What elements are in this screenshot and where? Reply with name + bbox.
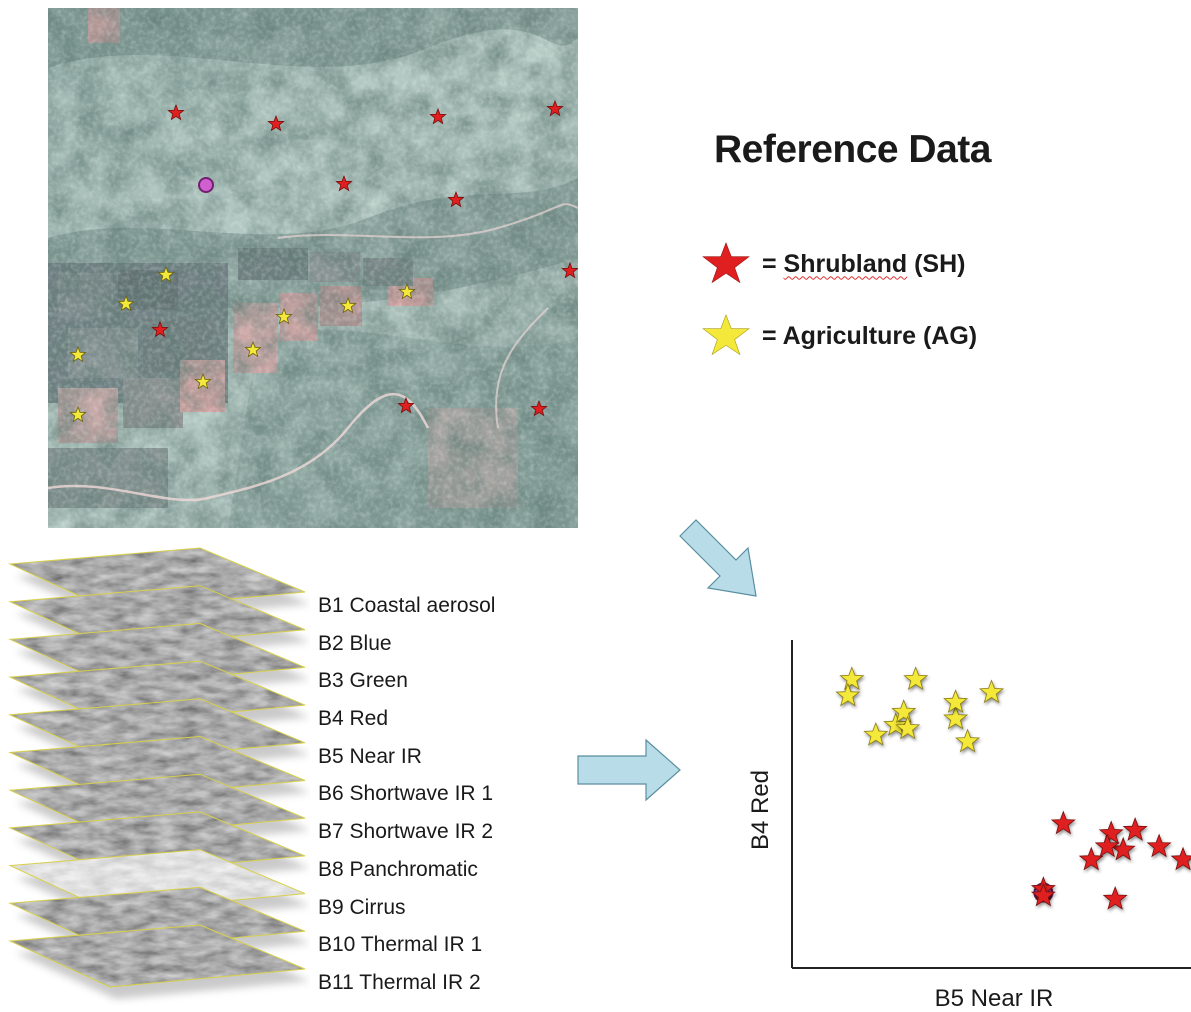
band-label: B7 Shortwave IR 2 xyxy=(318,820,494,844)
map-agriculture-point xyxy=(117,294,135,312)
scatter-point-agriculture xyxy=(895,715,921,740)
map-shrubland-point xyxy=(267,114,285,132)
scatter-point-agriculture xyxy=(903,666,929,691)
legend-label-agriculture: Agriculture xyxy=(782,321,916,350)
x-axis-label: B5 Near IR xyxy=(935,985,1054,1012)
legend-item-agriculture: = Agriculture (AG) xyxy=(694,312,977,360)
scatter-point-agriculture xyxy=(891,699,917,723)
scatter-point-shrubland xyxy=(1050,810,1076,835)
band-label: B10 Thermal IR 1 xyxy=(318,933,483,957)
scatter-point-shrubland xyxy=(1078,846,1104,871)
map-shrubland-point xyxy=(397,396,415,414)
scatter-point-agriculture xyxy=(954,728,981,753)
band-label: B8 Panchromatic xyxy=(318,857,478,881)
legend-code-agriculture: (AG) xyxy=(922,321,978,350)
scatter-point-shrubland xyxy=(1102,885,1128,910)
map-agriculture-point xyxy=(69,345,87,363)
map-agriculture-point xyxy=(69,405,87,423)
scatter-point-agriculture xyxy=(835,682,861,707)
scatter-point-shrubland xyxy=(1098,820,1124,845)
legend-code-shrubland: (SH) xyxy=(914,249,966,278)
band-label: B9 Cirrus xyxy=(318,895,406,919)
map-agriculture-point xyxy=(194,372,212,390)
star-shape xyxy=(702,314,750,356)
legend-prefix: = xyxy=(762,249,784,278)
scatter-point-agriculture xyxy=(839,666,865,691)
band-label: B5 Near IR xyxy=(318,744,422,768)
yellow-star-icon xyxy=(702,314,750,356)
band-label: B1 Coastal aerosol xyxy=(318,594,496,617)
band-label: B2 Blue xyxy=(318,631,392,655)
map-reference-points xyxy=(69,99,578,423)
map-highlight-marker xyxy=(198,177,214,193)
band-label: B3 Green xyxy=(318,669,408,693)
scatter-plot: B5 Near IR B4 Red xyxy=(747,640,1191,1012)
scatter-point-agriculture xyxy=(883,712,909,736)
legend-title: Reference Data xyxy=(714,128,991,171)
map-agriculture-point xyxy=(398,282,416,300)
map-agriculture-point xyxy=(275,307,293,325)
band-layer-stack xyxy=(8,547,310,999)
scatter-point-agriculture xyxy=(943,689,969,713)
band-label: B6 Shortwave IR 1 xyxy=(318,782,494,806)
scatter-point-agriculture xyxy=(943,705,969,730)
scatter-point-agriculture xyxy=(863,721,889,746)
scatter-point-shrubland xyxy=(1030,882,1056,907)
scatter-point-agriculture xyxy=(979,679,1004,704)
map-agriculture-point xyxy=(244,340,262,358)
star-shape xyxy=(702,242,750,284)
map-shrubland-point xyxy=(447,190,465,208)
map-shrubland-point xyxy=(561,261,578,279)
band-label: B4 Red xyxy=(318,707,389,731)
map-agriculture-point xyxy=(157,265,175,283)
arrow-down-right-icon xyxy=(679,519,757,597)
scatter-point-shrubland xyxy=(1146,833,1172,858)
map-shrubland-point xyxy=(167,103,185,121)
satellite-image xyxy=(48,8,578,528)
scatter-point-shrubland xyxy=(1170,846,1191,871)
band-label: B11 Thermal IR 2 xyxy=(318,970,481,994)
map-shrubland-point xyxy=(429,107,447,125)
arrow-right-icon xyxy=(577,738,681,802)
map-shrubland-point xyxy=(335,174,353,192)
scatter-point-shrubland xyxy=(1094,833,1120,858)
legend-item-shrubland: = Shrubland (SH) xyxy=(694,240,966,288)
map-shrubland-point xyxy=(530,399,548,417)
legend-label-shrubland: Shrubland xyxy=(783,249,908,278)
y-axis-label: B4 Red xyxy=(747,770,774,850)
scatter-point-shrubland xyxy=(1122,817,1148,841)
red-star-icon xyxy=(702,242,750,284)
map-shrubland-point xyxy=(546,99,564,117)
map-shrubland-point xyxy=(151,320,169,338)
band-list: B1 Coastal aerosol B2 Blue B3 Green B4 Red B… xyxy=(318,589,495,1004)
map-agriculture-point xyxy=(339,296,357,314)
legend-prefix: = xyxy=(762,321,783,350)
